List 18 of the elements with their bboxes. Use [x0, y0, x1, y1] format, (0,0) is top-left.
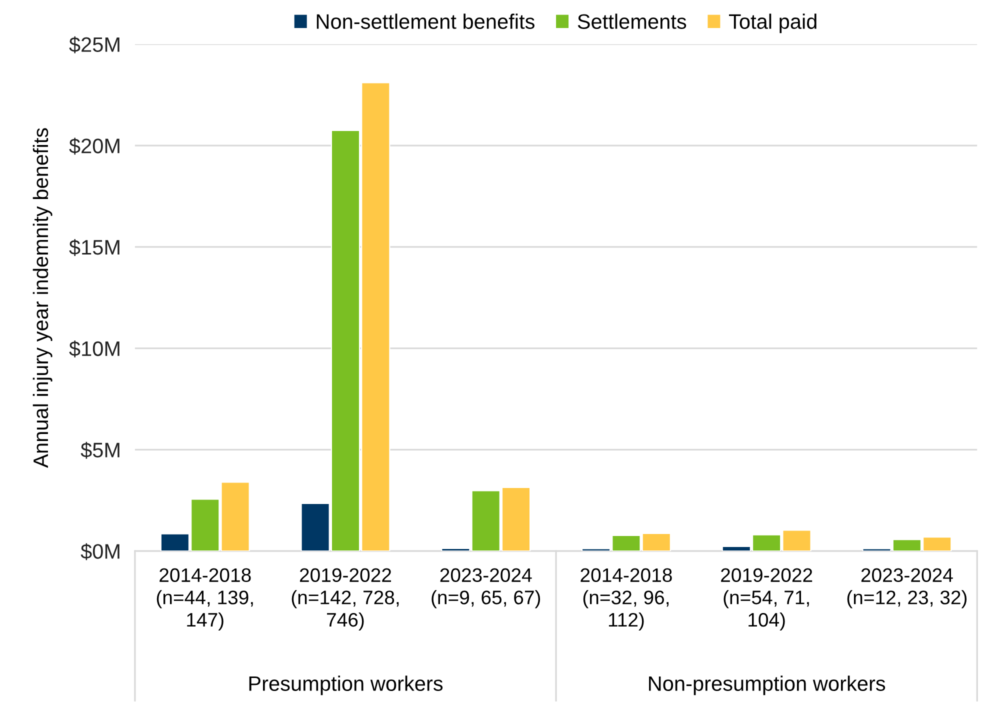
legend-label: Non-settlement benefits — [316, 14, 534, 29]
y-tick-label: $10M — [69, 340, 120, 358]
y-axis-title: Annual injury year indemnity benefits — [32, 128, 52, 468]
y-tick-label: $15M — [69, 239, 120, 256]
y-tick-label: $25M — [69, 36, 120, 54]
x-tick-label: 2023-2024 (n=9, 65, 67) — [432, 568, 540, 608]
x-tick-label: 2019-2022 (n=54, 71, 104) — [721, 568, 812, 631]
text: Non-presumption workers — [649, 676, 886, 696]
y-tick-label: $5M — [80, 442, 120, 459]
y-tick-label: $0M — [80, 543, 120, 560]
y-tick-label: $20M — [69, 138, 120, 155]
text: Presumption workers — [249, 676, 443, 696]
x-tick-label: 2019-2022 (n=142, 728, 746) — [292, 568, 399, 631]
x-tick-label: 2023-2024 (n=12, 23, 32) — [847, 568, 967, 608]
legend-label: Settlements — [578, 14, 686, 29]
x-tick-label: 2014-2018 (n=44, 139, 147) — [156, 568, 253, 631]
x-tick-label: 2014-2018 (n=32, 96, 112) — [580, 568, 672, 631]
legend-label: Total paid — [729, 14, 816, 34]
